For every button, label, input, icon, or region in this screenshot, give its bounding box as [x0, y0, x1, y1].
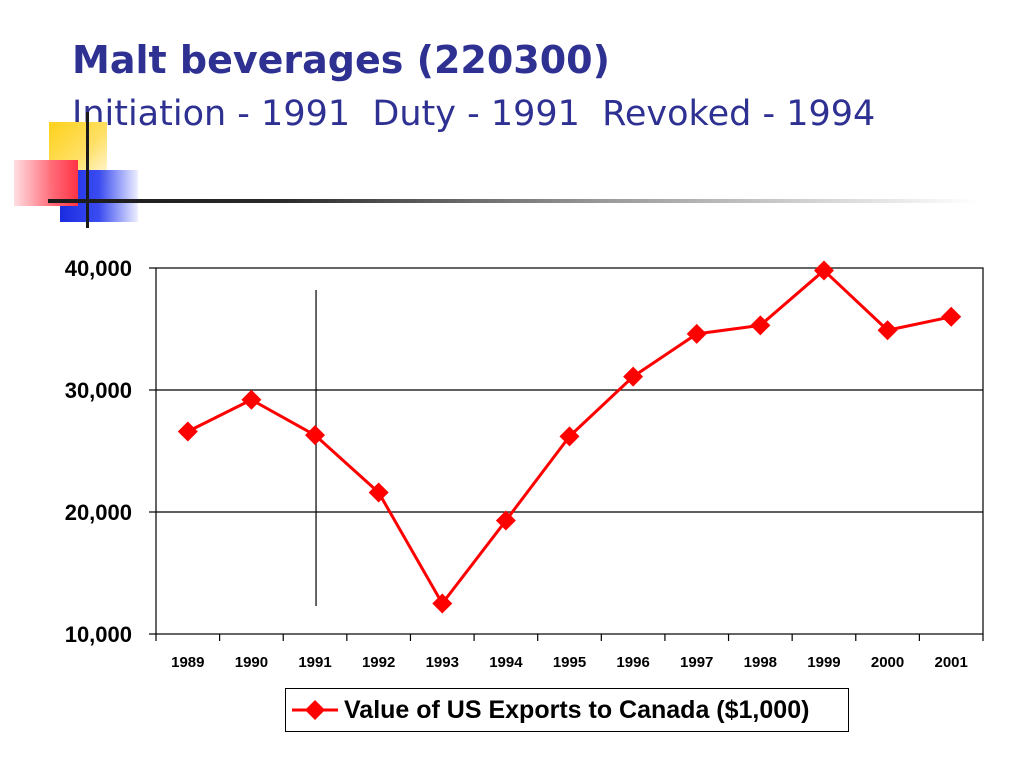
data-point-marker	[305, 425, 326, 446]
x-tick-label: 1991	[298, 654, 331, 671]
decorative-vertical-line	[86, 112, 89, 228]
data-point-marker	[877, 320, 898, 341]
plot-area-border	[155, 267, 984, 635]
x-tick-label: 1998	[744, 654, 777, 671]
x-tick-label: 1999	[807, 654, 840, 671]
legend-series-icon	[292, 700, 338, 720]
data-point-marker	[559, 426, 580, 447]
data-point-marker	[495, 510, 516, 531]
y-tick-label: 30,000	[65, 378, 132, 403]
x-tick-label: 1994	[489, 654, 523, 671]
data-point-marker	[686, 323, 707, 344]
data-point-marker	[623, 366, 644, 387]
data-point-marker	[241, 389, 262, 410]
y-tick-label: 10,000	[65, 622, 132, 647]
slide-title: Malt beverages (220300)	[72, 38, 610, 82]
x-tick-label: 2001	[935, 654, 968, 671]
y-tick-label: 40,000	[65, 256, 132, 281]
x-tick-label: 1992	[362, 654, 395, 671]
x-tick-label: 1990	[235, 654, 268, 671]
data-point-marker	[813, 260, 834, 281]
decorative-red-square	[14, 160, 78, 206]
x-tick-label: 1993	[426, 654, 459, 671]
x-tick-label: 2000	[871, 654, 904, 671]
data-point-marker	[368, 482, 389, 503]
data-point-marker	[177, 421, 198, 442]
slide-subtitle: Initiation - 1991 Duty - 1991 Revoked - …	[72, 94, 876, 134]
x-tick-label: 1996	[616, 654, 649, 671]
legend-series-label: Value of US Exports to Canada ($1,000)	[344, 695, 810, 724]
x-tick-label: 1995	[553, 654, 586, 671]
data-point-marker	[941, 306, 962, 327]
data-point-marker	[432, 593, 453, 614]
x-tick-label: 1997	[680, 654, 713, 671]
chart-legend: Value of US Exports to Canada ($1,000)	[285, 688, 849, 732]
title-divider-line	[48, 199, 978, 203]
x-tick-label: 1989	[171, 654, 204, 671]
data-point-marker	[750, 315, 771, 336]
y-tick-label: 20,000	[65, 500, 132, 525]
